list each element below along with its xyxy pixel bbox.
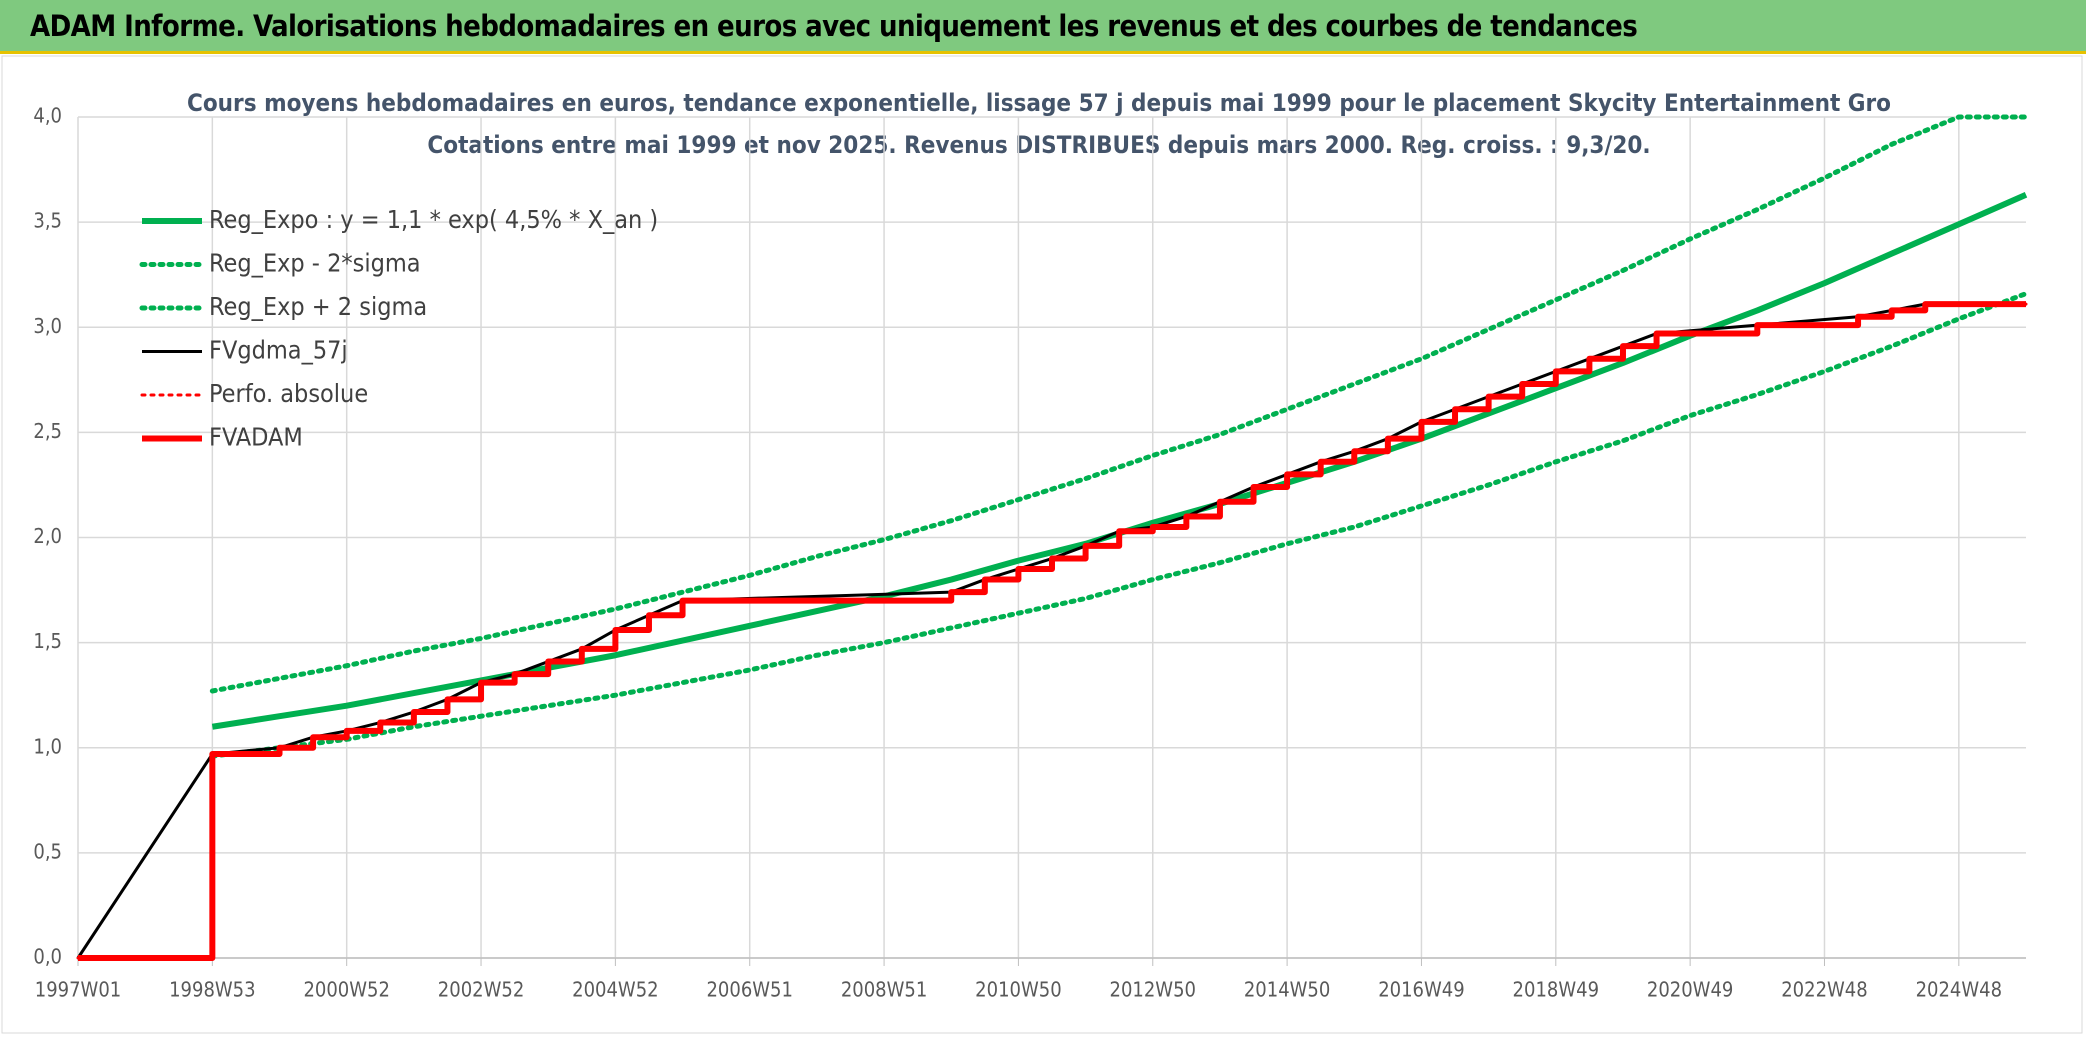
- series-line: [209, 114, 2029, 694]
- legend-label: FVADAM: [209, 423, 303, 452]
- legend-label: Perfo. absolue: [209, 379, 368, 408]
- y-tick-label: 1,0: [33, 734, 62, 758]
- chart-subtitle: Cotations entre mai 1999 et nov 2025. Re…: [427, 131, 1650, 159]
- y-tick-label: 3,0: [33, 314, 62, 338]
- legend-label: Reg_Exp - 2*sigma: [209, 249, 421, 278]
- chart-title: Cours moyens hebdomadaires en euros, ten…: [187, 89, 1891, 117]
- legend-label: Reg_Exp + 2 sigma: [209, 292, 427, 321]
- header-title: ADAM Informe. Valorisations hebdomadaire…: [30, 9, 1638, 43]
- grid: [77, 116, 2026, 959]
- series-line: [78, 301, 2026, 961]
- series-line: [211, 192, 2028, 730]
- x-tick-label: 2022W48: [1781, 978, 1867, 1002]
- x-tick-label: 2024W48: [1916, 978, 2002, 1002]
- x-tick-label: 2006W51: [706, 978, 792, 1002]
- x-tick-label: 2020W49: [1647, 978, 1733, 1002]
- y-tick-label: 1,5: [33, 629, 62, 653]
- x-tick-label: 2010W50: [975, 978, 1061, 1002]
- x-tick-label: 1998W53: [169, 978, 255, 1002]
- x-tick-label: 2018W49: [1513, 978, 1599, 1002]
- y-tick-label: 0,0: [33, 945, 62, 969]
- x-tick-label: 2012W50: [1110, 978, 1196, 1002]
- y-tick-label: 2,5: [33, 419, 62, 443]
- x-tick-label: 2016W49: [1378, 978, 1464, 1002]
- x-tick-label: 2000W52: [303, 978, 389, 1002]
- x-tick-label: 2014W50: [1244, 978, 1330, 1002]
- series-line: [209, 291, 2029, 759]
- legend-label: Reg_Expo : y = 1,1 * exp( 4,5% * X_an ): [209, 205, 658, 234]
- x-tick-label: 2008W51: [841, 978, 927, 1002]
- header: ADAM Informe. Valorisations hebdomadaire…: [0, 0, 2086, 54]
- x-tick-label: 1997W01: [35, 978, 121, 1002]
- y-tick-label: 4,0: [33, 104, 62, 128]
- y-tick-label: 2,0: [33, 524, 62, 548]
- y-tick-label: 3,5: [33, 209, 62, 233]
- x-tick-label: 2002W52: [438, 978, 524, 1002]
- chart: Cours moyens hebdomadaires en euros, ten…: [1, 55, 2083, 1034]
- legend-label: FVgdma_57j: [209, 336, 348, 365]
- chart-frame: [1, 55, 2083, 1034]
- y-tick-label: 0,5: [33, 839, 62, 863]
- x-tick-label: 2004W52: [572, 978, 658, 1002]
